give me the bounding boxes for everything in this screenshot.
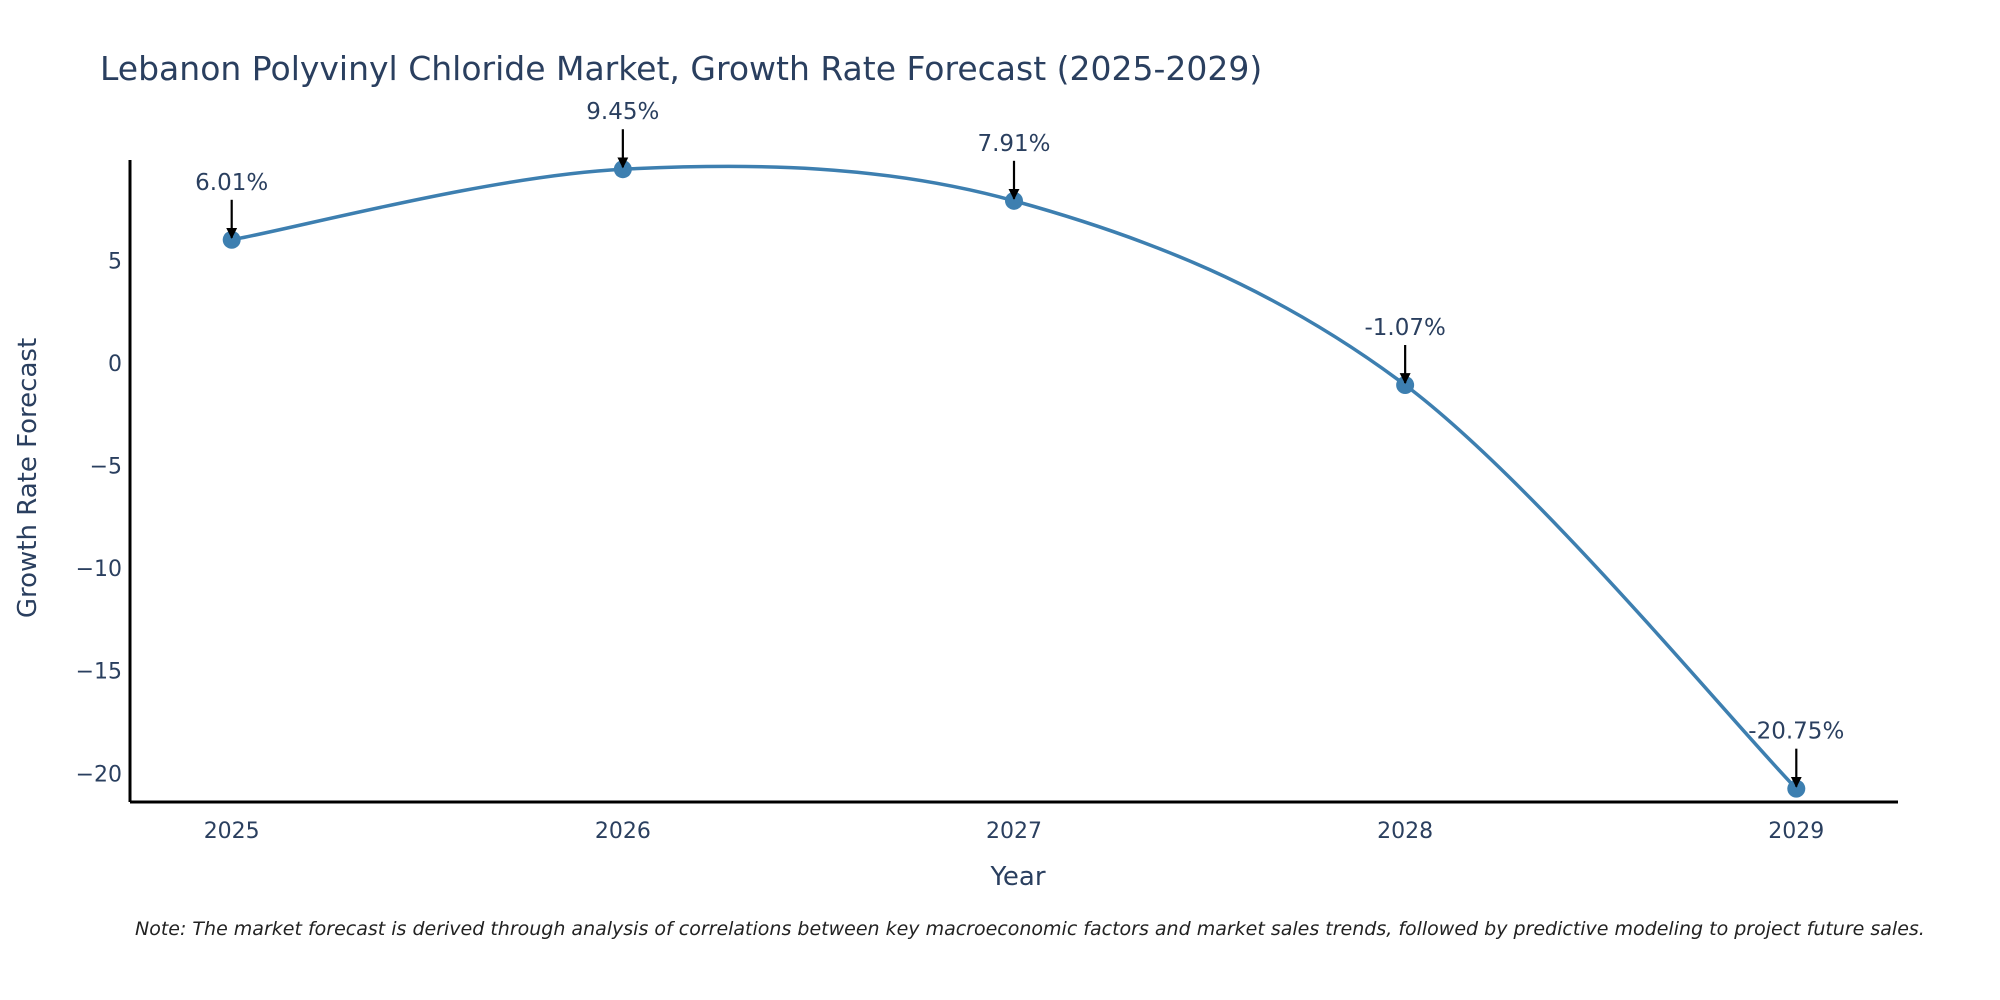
plot-area: 6.01% 9.45% 7.91% -1.07% -20.75% [195, 99, 1844, 798]
data-label: -1.07% [1364, 315, 1445, 341]
y-tick-label: 0 [108, 352, 122, 377]
y-tick-label: 5 [108, 250, 122, 275]
x-tick-label: 2027 [986, 819, 1042, 844]
data-label: -20.75% [1748, 719, 1844, 745]
x-tick-label: 2025 [204, 819, 260, 844]
x-tick-label: 2029 [1768, 819, 1824, 844]
chart-title: Lebanon Polyvinyl Chloride Market, Growt… [100, 49, 1262, 88]
data-label: 9.45% [586, 99, 659, 125]
footnote: Note: The market forecast is derived thr… [135, 918, 1925, 940]
data-label: 6.01% [195, 170, 268, 196]
y-tick-label: −15 [76, 660, 122, 685]
y-tick-label: −10 [76, 557, 122, 582]
x-tick-label: 2026 [595, 819, 651, 844]
x-axis-title: Year [989, 862, 1045, 892]
data-label: 7.91% [977, 131, 1050, 157]
axes: 5 0 −5 −10 −15 −20 2025 2026 2027 2028 2029 [76, 160, 1898, 844]
x-tick-label: 2028 [1377, 819, 1433, 844]
series-line [231, 164, 1798, 790]
y-tick-label: −20 [76, 762, 122, 787]
y-tick-label: −5 [90, 455, 122, 480]
y-axis-title: Growth Rate Forecast [13, 338, 43, 618]
